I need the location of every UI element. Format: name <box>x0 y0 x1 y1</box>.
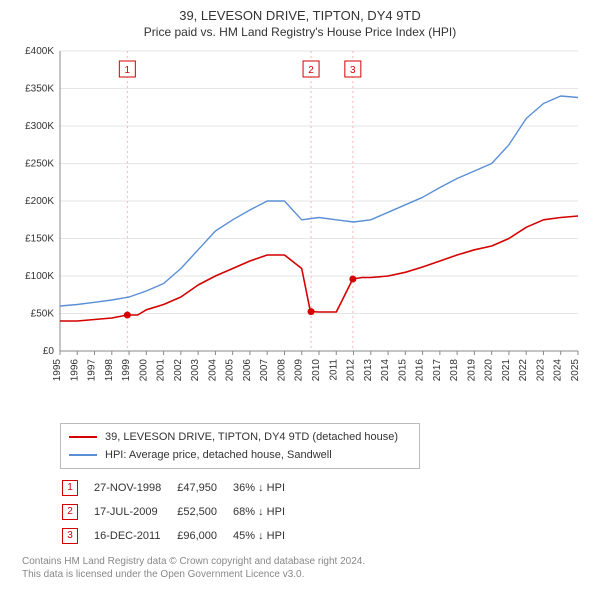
svg-text:2018: 2018 <box>449 359 460 382</box>
line-chart-svg: £0 £50K £100K £150K £200K £250K £300K £350K £400… <box>12 45 588 415</box>
chart-container: 39, LEVESON DRIVE, TIPTON, DY4 9TD Price… <box>0 0 600 590</box>
marker-delta: 68% ↓ HPI <box>233 501 299 523</box>
svg-text:£200K: £200K <box>25 196 54 207</box>
svg-text:2009: 2009 <box>294 359 305 382</box>
chart-subtitle: Price paid vs. HM Land Registry's House … <box>12 25 588 39</box>
legend-swatch <box>69 454 97 456</box>
legend: 39, LEVESON DRIVE, TIPTON, DY4 9TD (deta… <box>60 423 420 469</box>
svg-text:2010: 2010 <box>311 359 322 382</box>
svg-text:2021: 2021 <box>501 359 512 382</box>
svg-text:2008: 2008 <box>276 359 287 382</box>
marker-badge: 2 <box>62 504 78 520</box>
svg-text:2007: 2007 <box>259 359 270 382</box>
svg-text:2013: 2013 <box>363 359 374 382</box>
svg-text:2022: 2022 <box>518 359 529 382</box>
marker-date: 16-DEC-2011 <box>94 525 175 547</box>
svg-text:2012: 2012 <box>346 359 357 382</box>
svg-text:1: 1 <box>125 65 131 76</box>
svg-text:£400K: £400K <box>25 46 54 57</box>
marker-row: 2 17-JUL-2009£52,50068% ↓ HPI <box>62 501 299 523</box>
marker-row: 3 16-DEC-2011£96,00045% ↓ HPI <box>62 525 299 547</box>
svg-text:2016: 2016 <box>415 359 426 382</box>
svg-text:2004: 2004 <box>207 359 218 382</box>
svg-text:2024: 2024 <box>553 359 564 382</box>
marker-badge: 3 <box>62 528 78 544</box>
svg-text:1998: 1998 <box>104 359 115 382</box>
marker-price: £96,000 <box>177 525 231 547</box>
svg-text:1997: 1997 <box>87 359 98 382</box>
svg-text:£100K: £100K <box>25 271 54 282</box>
marker-badge: 1 <box>62 480 78 496</box>
svg-text:£300K: £300K <box>25 121 54 132</box>
svg-text:1996: 1996 <box>69 359 80 382</box>
legend-label: HPI: Average price, detached house, Sand… <box>105 449 332 461</box>
legend-item: 39, LEVESON DRIVE, TIPTON, DY4 9TD (deta… <box>69 428 411 446</box>
svg-text:2011: 2011 <box>328 359 339 381</box>
svg-text:2: 2 <box>308 65 314 76</box>
chart-title: 39, LEVESON DRIVE, TIPTON, DY4 9TD <box>12 8 588 23</box>
svg-text:2006: 2006 <box>242 359 253 382</box>
legend-item: HPI: Average price, detached house, Sand… <box>69 446 411 464</box>
svg-text:2014: 2014 <box>380 359 391 382</box>
svg-text:2000: 2000 <box>138 359 149 382</box>
chart-area: £0 £50K £100K £150K £200K £250K £300K £350K £400… <box>12 45 588 415</box>
marker-row: 1 27-NOV-1998£47,95036% ↓ HPI <box>62 477 299 499</box>
svg-text:1999: 1999 <box>121 359 132 382</box>
svg-text:2003: 2003 <box>190 359 201 382</box>
footer: Contains HM Land Registry data © Crown c… <box>22 555 588 581</box>
footer-line-1: Contains HM Land Registry data © Crown c… <box>22 555 588 568</box>
svg-text:£250K: £250K <box>25 159 54 170</box>
svg-text:2023: 2023 <box>535 359 546 382</box>
svg-text:2020: 2020 <box>484 359 495 382</box>
marker-price: £52,500 <box>177 501 231 523</box>
marker-date: 17-JUL-2009 <box>94 501 175 523</box>
svg-text:2002: 2002 <box>173 359 184 382</box>
svg-text:£150K: £150K <box>25 234 54 245</box>
footer-line-2: This data is licensed under the Open Gov… <box>22 568 588 581</box>
svg-text:2019: 2019 <box>466 359 477 382</box>
svg-text:£50K: £50K <box>31 309 55 320</box>
svg-text:2005: 2005 <box>225 359 236 382</box>
marker-price: £47,950 <box>177 477 231 499</box>
svg-text:£0: £0 <box>43 346 55 357</box>
svg-text:2001: 2001 <box>156 359 167 382</box>
svg-text:2017: 2017 <box>432 359 443 382</box>
svg-text:3: 3 <box>350 65 356 76</box>
svg-text:1995: 1995 <box>52 359 63 382</box>
svg-text:2025: 2025 <box>570 359 581 382</box>
marker-table: 1 27-NOV-1998£47,95036% ↓ HPI 2 17-JUL-2009… <box>60 475 301 549</box>
marker-date: 27-NOV-1998 <box>94 477 175 499</box>
marker-delta: 45% ↓ HPI <box>233 525 299 547</box>
svg-text:£350K: £350K <box>25 84 54 95</box>
svg-text:2015: 2015 <box>397 359 408 382</box>
legend-label: 39, LEVESON DRIVE, TIPTON, DY4 9TD (deta… <box>105 431 398 443</box>
marker-delta: 36% ↓ HPI <box>233 477 299 499</box>
legend-swatch <box>69 436 97 438</box>
